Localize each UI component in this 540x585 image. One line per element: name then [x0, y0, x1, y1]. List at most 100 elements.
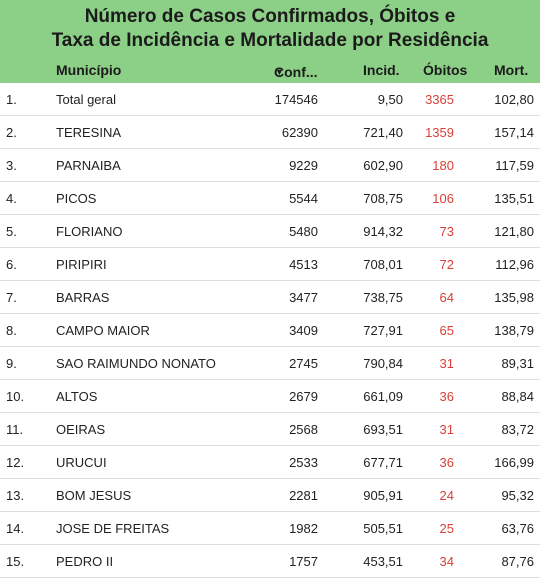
row-confirmados: 4513 — [289, 257, 318, 272]
row-incidencia: 727,91 — [363, 323, 403, 338]
row-obitos: 72 — [439, 257, 454, 272]
row-municipio: BOM JESUS — [56, 488, 132, 503]
row-incidencia: 602,90 — [363, 158, 403, 173]
row-obitos: 73 — [439, 224, 454, 239]
row-mortalidade: 89,31 — [501, 356, 534, 371]
row-confirmados: 174546 — [274, 92, 318, 107]
row-rank: 11. — [6, 422, 24, 437]
row-municipio: PIRIPIRI — [56, 257, 107, 272]
table-header: Número de Casos Confirmados, Óbitos e Ta… — [0, 0, 540, 83]
row-incidencia: 505,51 — [363, 521, 403, 536]
row-municipio: CAMPO MAIOR — [56, 323, 150, 338]
row-confirmados: 9229 — [289, 158, 318, 173]
row-municipio: PARNAIBA — [56, 158, 121, 173]
row-mortalidade: 87,76 — [501, 554, 534, 569]
row-obitos: 25 — [439, 521, 454, 536]
column-header-mortalidade[interactable]: Mort. — [494, 62, 529, 78]
table-row: 5. FLORIANO 5480 914,32 73 121,80 — [0, 215, 540, 248]
row-rank: 6. — [6, 257, 17, 272]
row-confirmados: 5544 — [289, 191, 318, 206]
table-row: 15. PEDRO II 1757 453,51 34 87,76 — [0, 545, 540, 578]
row-confirmados: 5480 — [289, 224, 318, 239]
row-municipio: SAO RAIMUNDO NONATO — [56, 356, 216, 371]
row-mortalidade: 83,72 — [501, 422, 534, 437]
row-mortalidade: 95,32 — [501, 488, 534, 503]
row-mortalidade: 135,98 — [494, 290, 534, 305]
table-row: 3. PARNAIBA 9229 602,90 180 117,59 — [0, 149, 540, 182]
row-confirmados: 3409 — [289, 323, 318, 338]
row-confirmados: 1757 — [289, 554, 318, 569]
row-obitos: 180 — [432, 158, 454, 173]
column-header-municipio[interactable]: Município — [56, 62, 122, 78]
row-rank: 5. — [6, 224, 17, 239]
column-header-confirmados[interactable]: Conf... ▼ — [274, 62, 318, 80]
row-mortalidade: 112,96 — [495, 257, 534, 272]
row-rank: 15. — [6, 554, 25, 569]
row-obitos: 24 — [439, 488, 454, 503]
row-rank: 1. — [6, 92, 17, 107]
title-line-1: Número de Casos Confirmados, Óbitos e — [84, 6, 456, 27]
row-municipio: URUCUI — [56, 455, 107, 470]
row-municipio: OEIRAS — [56, 422, 106, 437]
column-header-incidencia[interactable]: Incid. — [363, 62, 400, 78]
row-mortalidade: 102,80 — [494, 92, 534, 107]
table-row: 14. JOSE DE FREITAS 1982 505,51 25 63,76 — [0, 512, 540, 545]
row-rank: 14. — [6, 521, 25, 536]
column-headers: Município Conf... ▼ Incid. Óbitos Mort. — [0, 60, 540, 82]
row-municipio: PEDRO II — [56, 554, 114, 569]
column-header-obitos[interactable]: Óbitos — [423, 62, 468, 78]
row-confirmados: 2679 — [289, 389, 318, 404]
table-title: Número de Casos Confirmados, Óbitos e Ta… — [0, 0, 540, 53]
row-rank: 12. — [6, 455, 25, 470]
row-incidencia: 721,40 — [363, 125, 403, 140]
table-row: 1. Total geral 174546 9,50 3365 102,80 — [0, 83, 540, 116]
row-rank: 13. — [6, 488, 25, 503]
table-row: 9. SAO RAIMUNDO NONATO 2745 790,84 31 89… — [0, 347, 540, 380]
row-obitos: 1359 — [425, 125, 454, 140]
column-header-confirmados-label: Conf... — [274, 64, 318, 80]
row-rank: 4. — [6, 191, 17, 206]
row-municipio: ALTOS — [56, 389, 98, 404]
table-row: 7. BARRAS 3477 738,75 64 135,98 — [0, 281, 540, 314]
row-municipio: Total geral — [56, 92, 116, 107]
table-row: 11. OEIRAS 2568 693,51 31 83,72 — [0, 413, 540, 446]
row-rank: 3. — [6, 158, 17, 173]
row-municipio: FLORIANO — [56, 224, 123, 239]
row-mortalidade: 117,59 — [495, 158, 534, 173]
row-incidencia: 708,01 — [363, 257, 403, 272]
row-incidencia: 790,84 — [363, 356, 403, 371]
sort-desc-icon: ▼ — [275, 67, 284, 77]
row-incidencia: 914,32 — [363, 224, 403, 239]
row-municipio: JOSE DE FREITAS — [56, 521, 170, 536]
row-mortalidade: 138,79 — [494, 323, 534, 338]
table-row: 12. URUCUI 2533 677,71 36 166,99 — [0, 446, 540, 479]
title-line-2: Taxa de Incidência e Mortalidade por Res… — [51, 30, 489, 51]
row-obitos: 31 — [439, 422, 454, 437]
row-municipio: TERESINA — [56, 125, 122, 140]
row-mortalidade: 88,84 — [501, 389, 534, 404]
row-confirmados: 62390 — [281, 125, 318, 140]
row-obitos: 34 — [439, 554, 454, 569]
row-mortalidade: 63,76 — [501, 521, 534, 536]
row-incidencia: 9,50 — [377, 92, 403, 107]
table-row: 6. PIRIPIRI 4513 708,01 72 112,96 — [0, 248, 540, 281]
row-rank: 10. — [6, 389, 25, 404]
table-row: 8. CAMPO MAIOR 3409 727,91 65 138,79 — [0, 314, 540, 347]
row-obitos: 3365 — [425, 92, 454, 107]
row-incidencia: 905,91 — [363, 488, 403, 503]
row-obitos: 31 — [439, 356, 454, 371]
row-rank: 2. — [6, 125, 17, 140]
row-obitos: 36 — [439, 455, 454, 470]
row-incidencia: 677,71 — [363, 455, 403, 470]
table-row: 2. TERESINA 62390 721,40 1359 157,14 — [0, 116, 540, 149]
row-confirmados: 1982 — [289, 521, 318, 536]
table-row: 13. BOM JESUS 2281 905,91 24 95,32 — [0, 479, 540, 512]
row-confirmados: 2745 — [289, 356, 318, 371]
row-obitos: 64 — [439, 290, 454, 305]
row-incidencia: 693,51 — [363, 422, 403, 437]
row-rank: 7. — [6, 290, 17, 305]
row-rank: 9. — [6, 356, 17, 371]
row-mortalidade: 157,14 — [494, 125, 534, 140]
row-confirmados: 2568 — [289, 422, 318, 437]
row-incidencia: 453,51 — [363, 554, 403, 569]
